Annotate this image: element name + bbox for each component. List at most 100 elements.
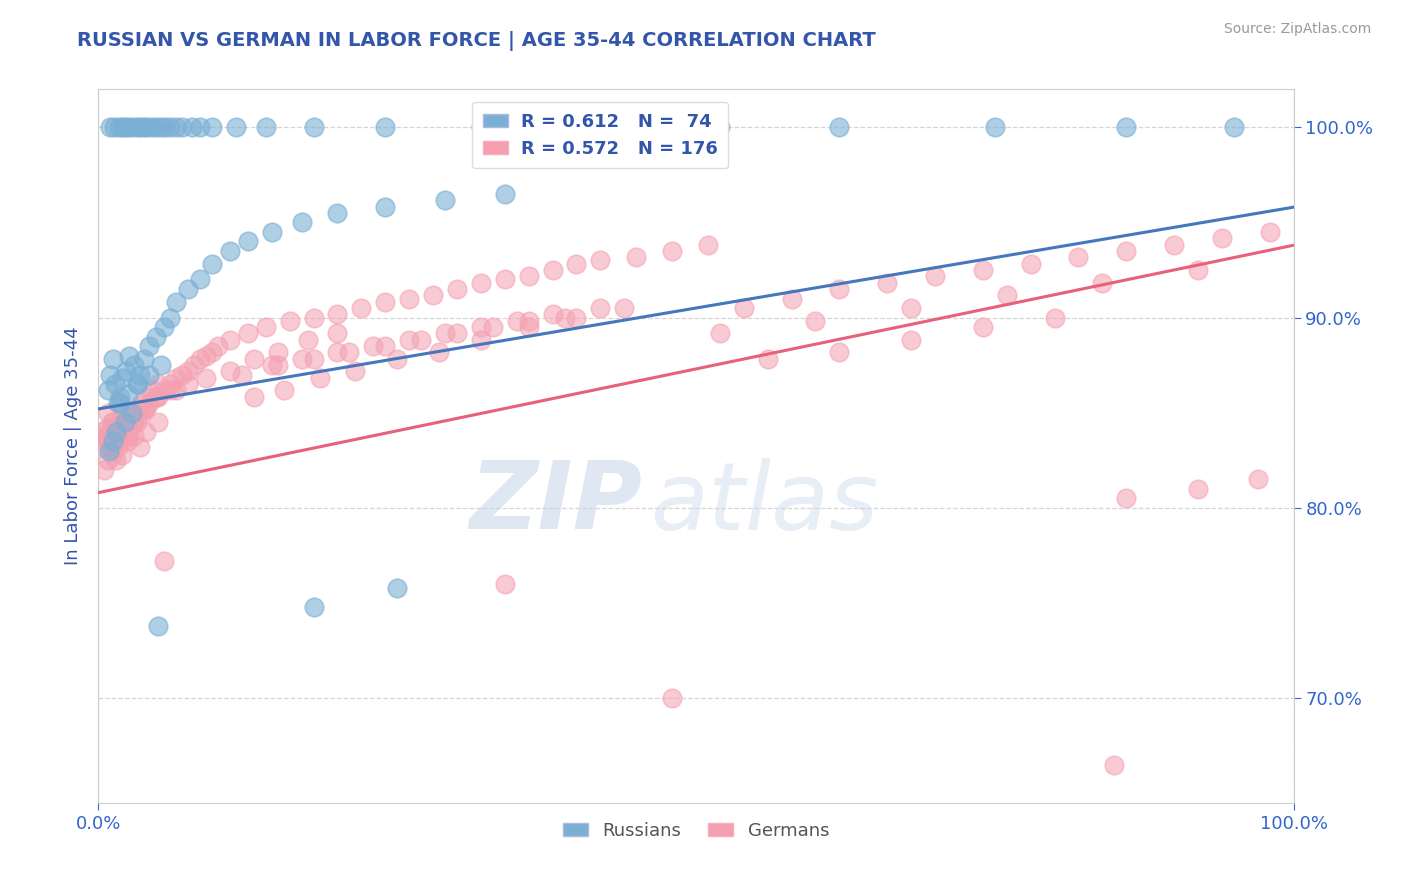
Point [697,238,720,252]
Point [470,320,492,334]
Point [159,120,181,135]
Point [201,344,224,359]
Point [260,358,283,372]
Point [350,301,373,315]
Point [98,443,121,458]
Point [243,352,266,367]
Point [149,120,172,135]
Text: Source: ZipAtlas.com: Source: ZipAtlas.com [1223,22,1371,37]
Point [153,554,176,568]
Point [136,120,159,135]
Point [302,120,325,135]
Point [138,368,160,382]
Point [470,277,492,291]
Point [118,349,141,363]
Point [155,120,177,135]
Point [236,326,259,340]
Point [111,120,134,135]
Point [1187,482,1209,496]
Point [165,120,187,135]
Point [363,339,385,353]
Point [339,344,361,359]
Point [135,401,157,416]
Point [494,186,516,201]
Point [470,120,492,135]
Point [254,120,277,135]
Point [101,448,124,462]
Point [101,415,124,429]
Point [260,225,283,239]
Point [344,364,367,378]
Point [291,352,314,367]
Point [148,377,170,392]
Point [159,377,181,392]
Point [733,301,755,315]
Text: atlas: atlas [651,458,879,549]
Point [125,377,148,392]
Point [177,377,200,392]
Point [506,314,529,328]
Point [804,314,827,328]
Point [172,120,194,135]
Point [326,307,349,321]
Point [517,320,540,334]
Point [108,415,131,429]
Point [183,358,205,372]
Point [374,339,396,353]
Point [153,320,176,334]
Point [541,263,564,277]
Point [93,463,115,477]
Point [101,352,124,367]
Point [243,391,266,405]
Point [125,415,148,429]
Point [141,120,163,135]
Point [107,440,129,454]
Point [434,193,457,207]
Point [494,577,516,591]
Point [132,352,155,367]
Point [124,358,146,372]
Point [104,377,127,392]
Point [291,215,314,229]
Y-axis label: In Labor Force | Age 35-44: In Labor Force | Age 35-44 [63,326,82,566]
Point [124,415,146,429]
Point [195,371,218,385]
Point [589,301,612,315]
Point [517,268,540,283]
Point [828,282,851,296]
Point [141,383,163,397]
Point [114,120,136,135]
Point [128,409,150,424]
Point [132,401,155,416]
Point [117,434,139,449]
Point [422,287,444,301]
Point [972,320,994,334]
Point [104,434,127,449]
Point [302,310,325,325]
Point [481,320,505,334]
Point [125,401,148,416]
Point [145,120,167,135]
Point [138,339,160,353]
Point [1187,263,1209,277]
Point [565,257,588,271]
Point [1223,120,1246,135]
Point [98,425,122,439]
Point [626,250,648,264]
Point [108,396,131,410]
Point [117,428,139,442]
Point [97,453,120,467]
Point [149,358,172,372]
Point [273,383,295,397]
Point [98,434,121,449]
Point [195,349,218,363]
Point [876,277,898,291]
Point [780,292,803,306]
Point [121,120,143,135]
Point [709,120,731,135]
Point [165,295,187,310]
Point [1067,250,1090,264]
Point [219,244,242,258]
Point [661,691,683,706]
Point [132,120,155,135]
